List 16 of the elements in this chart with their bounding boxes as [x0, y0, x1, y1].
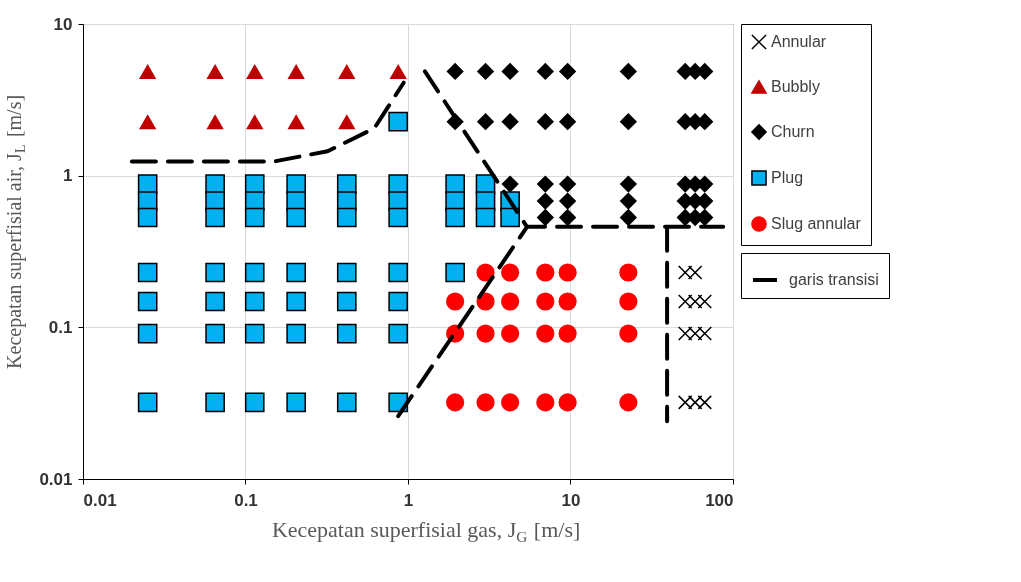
x-tick-label: 0.1	[234, 490, 258, 510]
legend-label: Plug	[771, 169, 804, 186]
legend-label: Annular	[771, 33, 827, 50]
legend-label: garis transisi	[789, 271, 879, 288]
y-tick-label: 0.01	[39, 469, 73, 489]
legend-label: Bubbly	[771, 78, 820, 95]
y-tick-label: 1	[63, 166, 73, 186]
x-tick-label: 10	[561, 490, 581, 510]
legend-label: Churn	[771, 123, 815, 140]
x-tick-label: 0.01	[83, 490, 117, 510]
y-axis-title: Kecepatan superfisial air, JL [m/s]	[3, 94, 29, 369]
y-tick-label: 0.1	[48, 317, 73, 337]
x-tick-label: 1	[403, 490, 414, 510]
legend-label: Slug annular	[771, 215, 862, 232]
y-tick-label: 10	[53, 14, 73, 34]
x-tick-label: 100	[705, 490, 734, 510]
